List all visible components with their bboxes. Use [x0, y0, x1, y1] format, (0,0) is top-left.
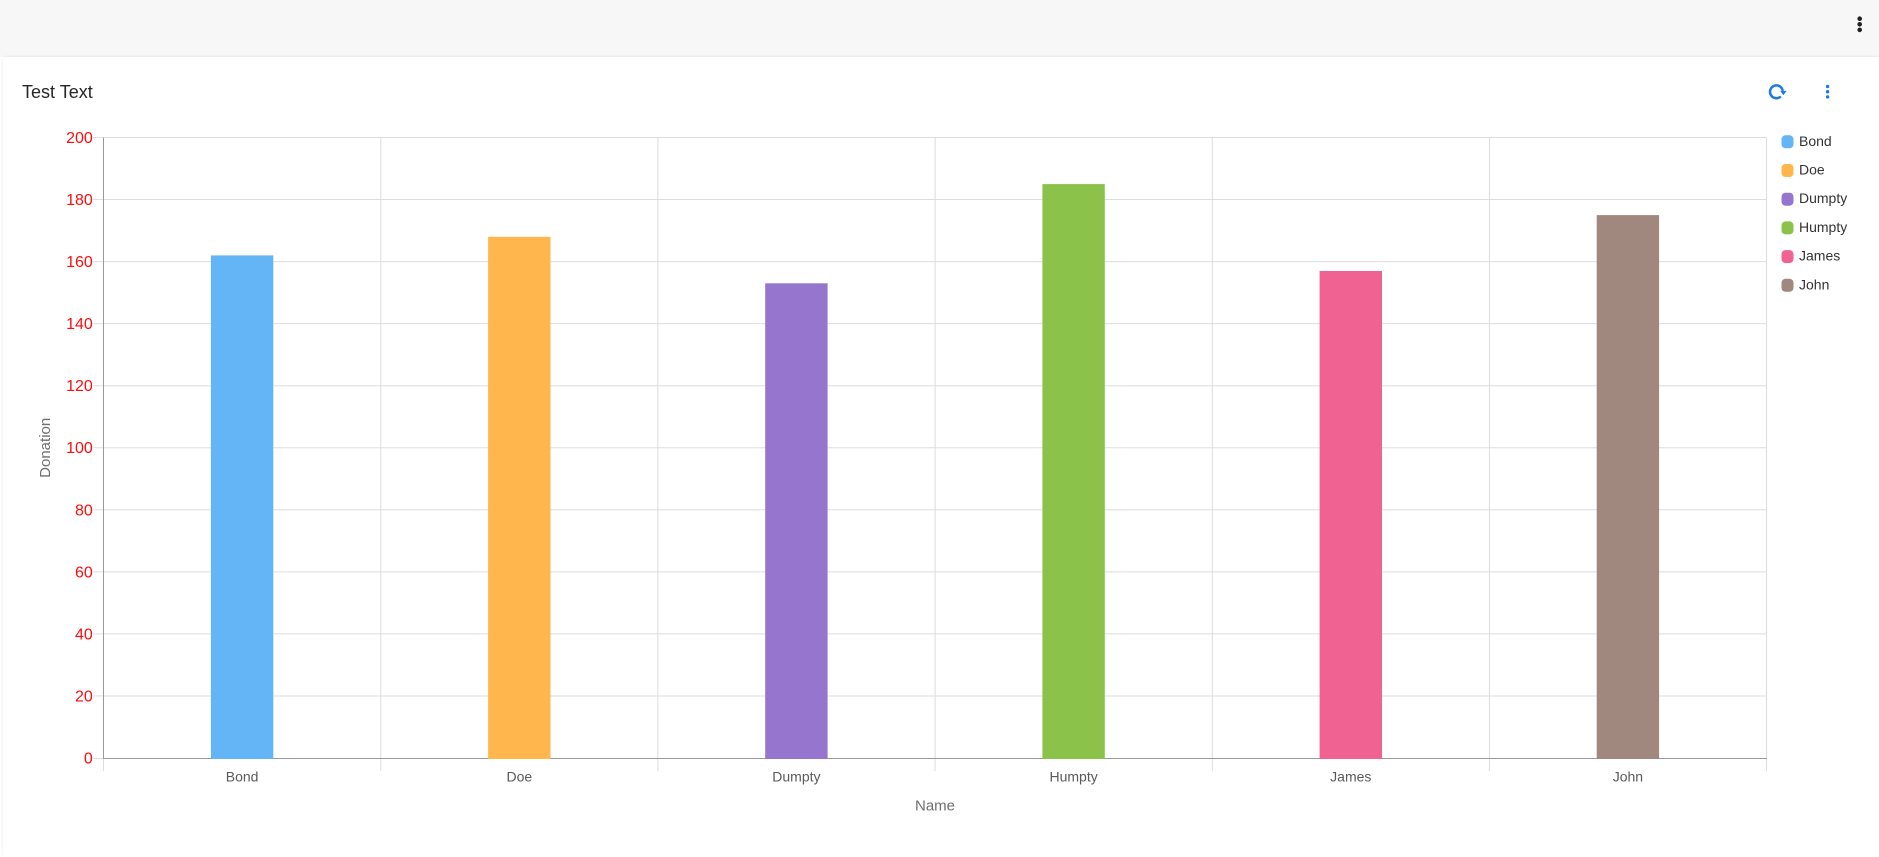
svg-text:Bond: Bond	[1799, 133, 1832, 149]
svg-text:100: 100	[66, 440, 93, 457]
svg-text:20: 20	[75, 689, 93, 706]
svg-text:Dumpty: Dumpty	[1799, 190, 1847, 206]
svg-text:Humpty: Humpty	[1049, 769, 1097, 785]
svg-text:Humpty: Humpty	[1799, 219, 1847, 235]
svg-text:0: 0	[84, 751, 93, 768]
svg-text:60: 60	[75, 564, 93, 581]
svg-text:120: 120	[66, 378, 93, 395]
svg-text:Name: Name	[915, 798, 955, 815]
svg-text:James: James	[1330, 769, 1371, 785]
svg-text:Donation: Donation	[37, 418, 54, 478]
svg-text:Dumpty: Dumpty	[772, 769, 820, 785]
svg-text:80: 80	[75, 502, 93, 519]
svg-text:John: John	[1613, 769, 1643, 785]
svg-text:180: 180	[66, 192, 93, 209]
svg-text:140: 140	[66, 316, 93, 333]
svg-text:160: 160	[66, 254, 93, 271]
svg-text:Doe: Doe	[506, 769, 532, 785]
svg-text:40: 40	[75, 626, 93, 643]
svg-text:Bond: Bond	[226, 769, 259, 785]
svg-text:200: 200	[66, 130, 93, 147]
svg-text:James: James	[1799, 248, 1840, 264]
svg-text:Doe: Doe	[1799, 162, 1825, 178]
svg-text:John: John	[1799, 276, 1829, 292]
